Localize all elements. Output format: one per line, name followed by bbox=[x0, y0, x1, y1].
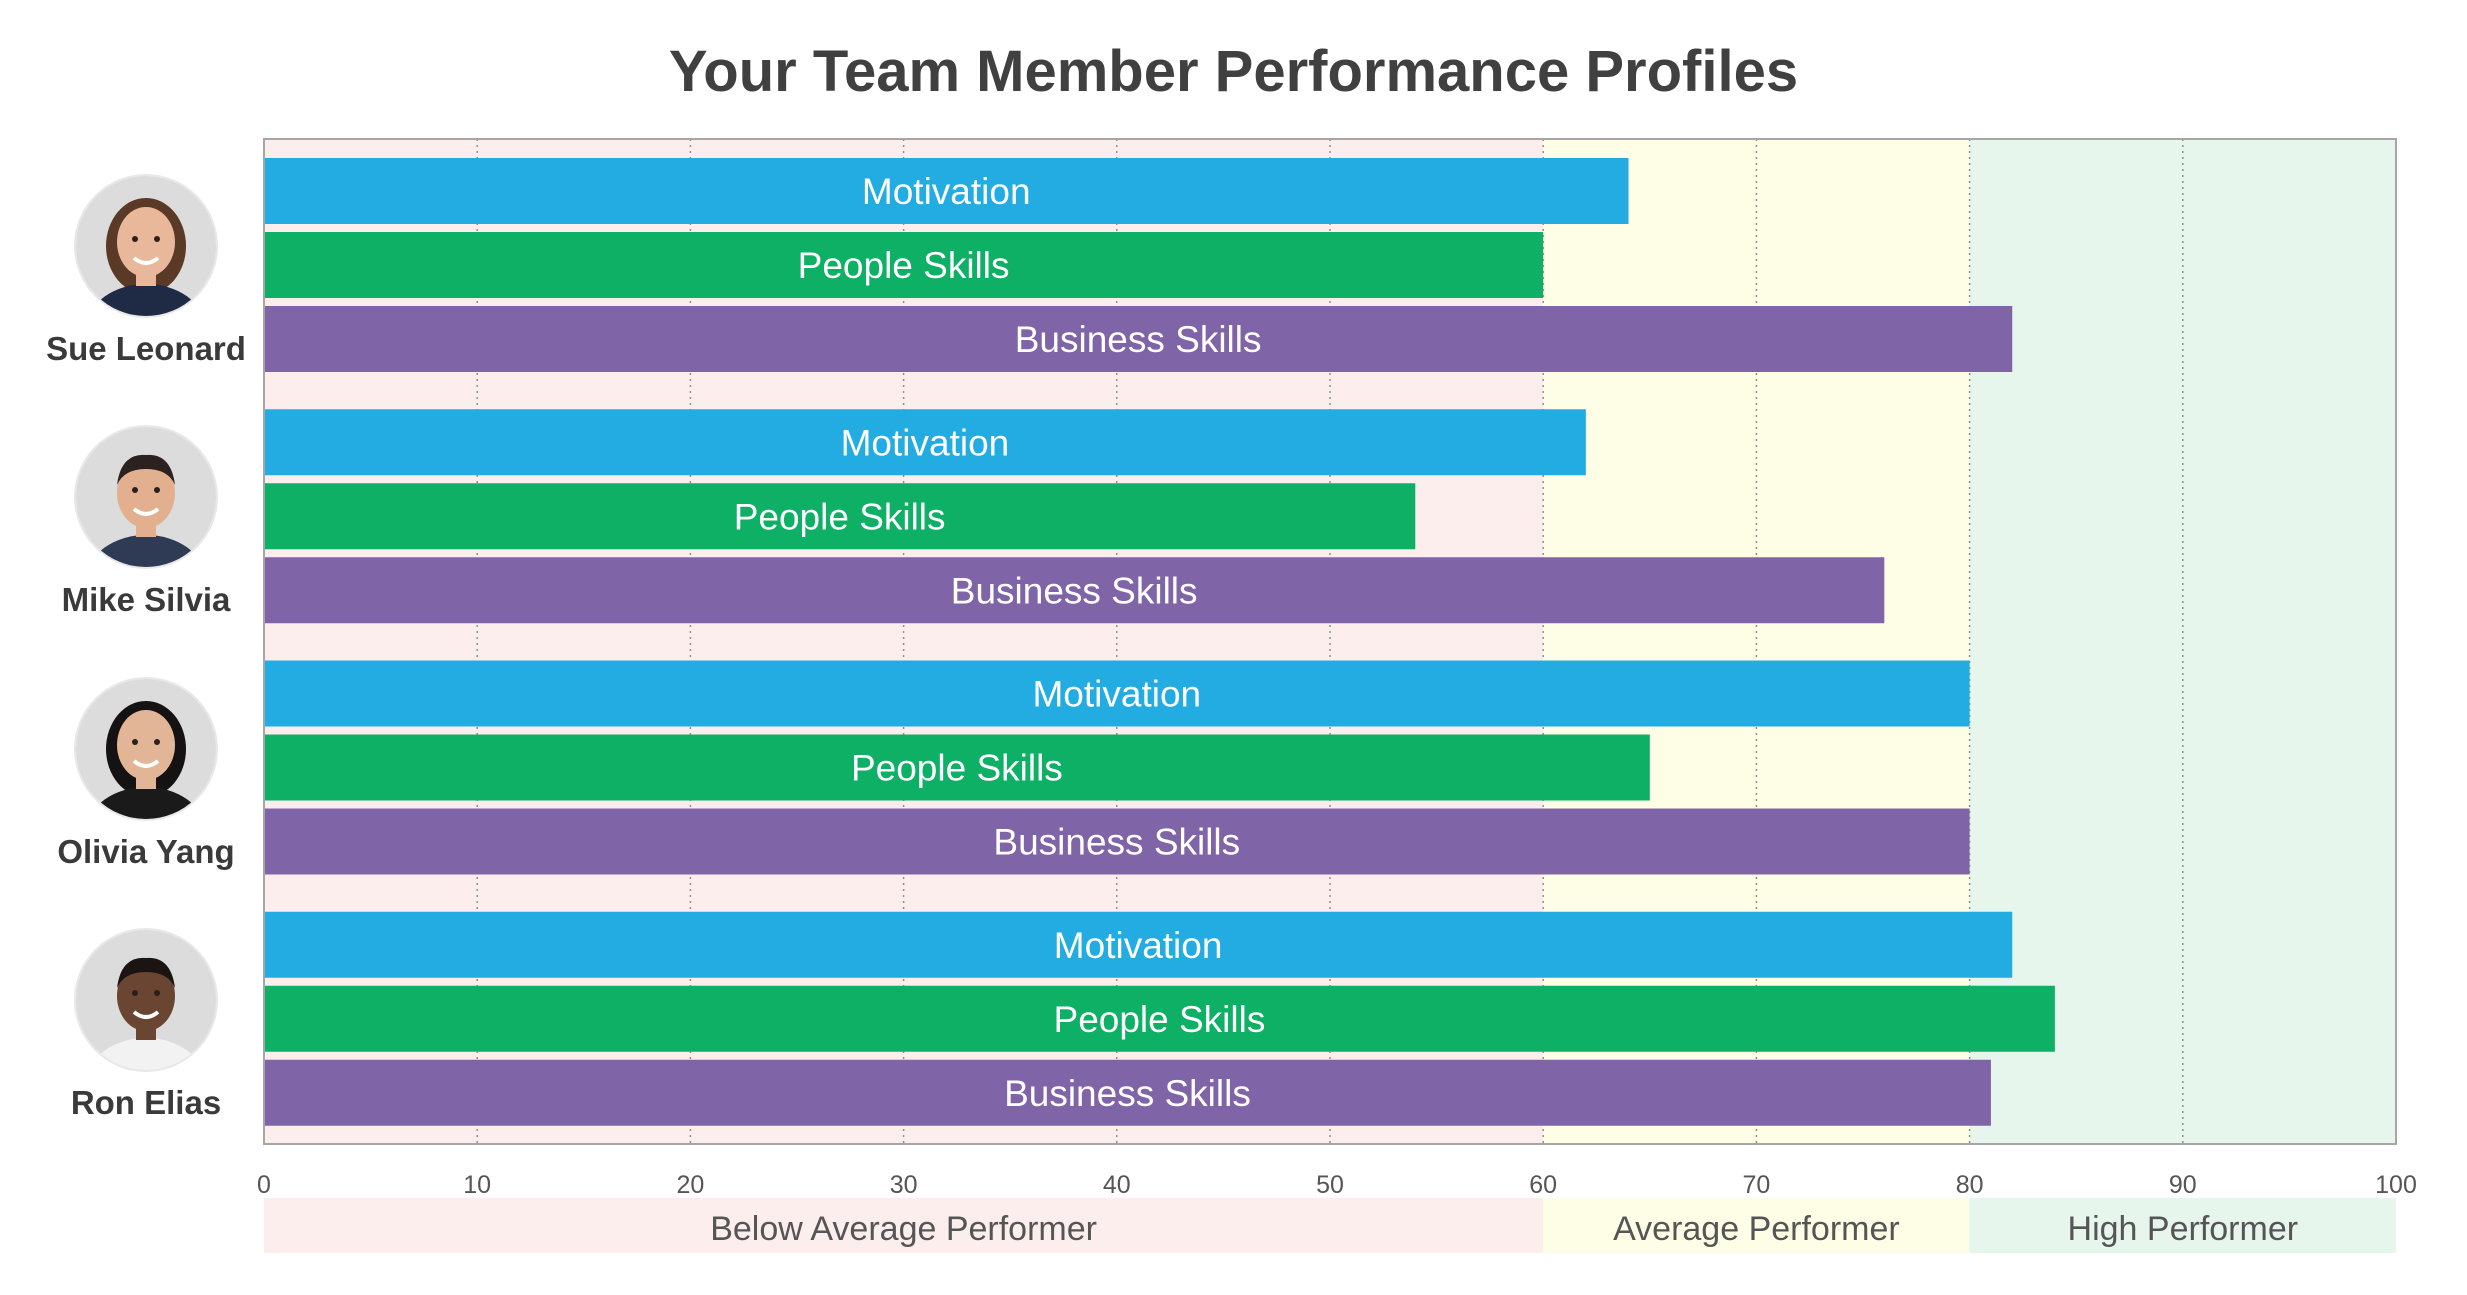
bar-label: Business Skills bbox=[993, 822, 1240, 863]
bar-sue-leonard-people-skills bbox=[264, 232, 1544, 298]
person-name: Mike Silvia bbox=[61, 581, 231, 619]
person-name: Olivia Yang bbox=[57, 832, 235, 870]
x-tick-label-100: 100 bbox=[2375, 1171, 2417, 1199]
x-tick-label-0: 0 bbox=[257, 1171, 271, 1199]
band-label-1: Average Performer bbox=[1613, 1210, 1900, 1248]
person-olivia-yang: Olivia Yang bbox=[21, 678, 271, 871]
bar-label: Motivation bbox=[1032, 674, 1201, 715]
bar-mike-silvia-people-skills bbox=[264, 483, 1416, 550]
bar-sue-leonard-motivation bbox=[264, 158, 1629, 224]
x-tick-label-20: 20 bbox=[676, 1171, 704, 1199]
band-strip-1 bbox=[1543, 1198, 1970, 1253]
x-tick-label-30: 30 bbox=[890, 1171, 918, 1199]
band-strip-0 bbox=[264, 1198, 1544, 1253]
band-label-2: High Performer bbox=[2068, 1210, 2299, 1248]
bar-label: Motivation bbox=[1054, 925, 1223, 966]
bar-olivia-yang-motivation bbox=[264, 660, 1970, 727]
bar-ron-elias-business-skills bbox=[264, 1059, 1991, 1126]
person-mike-silvia: Mike Silvia bbox=[21, 427, 271, 619]
bar-label: Business Skills bbox=[1015, 319, 1262, 360]
bar-label: People Skills bbox=[1054, 999, 1266, 1040]
bar-mike-silvia-motivation bbox=[264, 409, 1586, 476]
person-sue-leonard: Sue Leonard bbox=[21, 176, 271, 368]
x-tick-label-10: 10 bbox=[463, 1171, 491, 1199]
chart-title: Your Team Member Performance Profiles bbox=[668, 39, 1799, 104]
person-ron-elias: Ron Elias bbox=[21, 929, 271, 1122]
bar-mike-silvia-business-skills bbox=[264, 557, 1885, 624]
band-2 bbox=[1969, 139, 2396, 1144]
bar-label: Business Skills bbox=[951, 570, 1198, 611]
band-labels: Below Average Performer Average Performer… bbox=[264, 1198, 2396, 1253]
x-tick-label-90: 90 bbox=[2169, 1171, 2197, 1199]
band-strip-2 bbox=[1969, 1198, 2396, 1253]
man-portrait-icon bbox=[76, 929, 216, 1070]
person-name: Ron Elias bbox=[70, 1083, 222, 1121]
x-axis: 0 10 20 30 40 50 60 70 80 90 100 bbox=[257, 138, 2417, 1199]
x-tick-label-80: 80 bbox=[1956, 1171, 1984, 1199]
man-portrait-icon bbox=[76, 427, 216, 568]
band-label-0: Below Average Performer bbox=[710, 1210, 1097, 1248]
x-tick-label-50: 50 bbox=[1316, 1171, 1344, 1199]
bar-label: People Skills bbox=[734, 496, 946, 537]
bar-ron-elias-people-skills bbox=[264, 985, 2055, 1052]
bar-ron-elias-motivation bbox=[264, 911, 2013, 978]
bar-label: Business Skills bbox=[1004, 1073, 1251, 1114]
bar-olivia-yang-people-skills bbox=[264, 734, 1650, 801]
x-tick-label-60: 60 bbox=[1529, 1171, 1557, 1199]
woman-portrait-icon bbox=[76, 176, 216, 316]
x-tick-label-70: 70 bbox=[1742, 1171, 1770, 1199]
bar-label: Motivation bbox=[862, 171, 1031, 212]
bar-label: People Skills bbox=[851, 748, 1063, 789]
bar-olivia-yang-business-skills bbox=[264, 808, 1970, 875]
bar-label: People Skills bbox=[798, 245, 1010, 286]
bar-sue-leonard-business-skills bbox=[264, 306, 2013, 372]
woman-portrait-icon bbox=[76, 678, 216, 819]
plot-frame bbox=[263, 138, 2397, 1145]
x-tick-label-40: 40 bbox=[1103, 1171, 1131, 1199]
person-name: Sue Leonard bbox=[46, 330, 246, 367]
bar-label: Motivation bbox=[841, 422, 1010, 463]
